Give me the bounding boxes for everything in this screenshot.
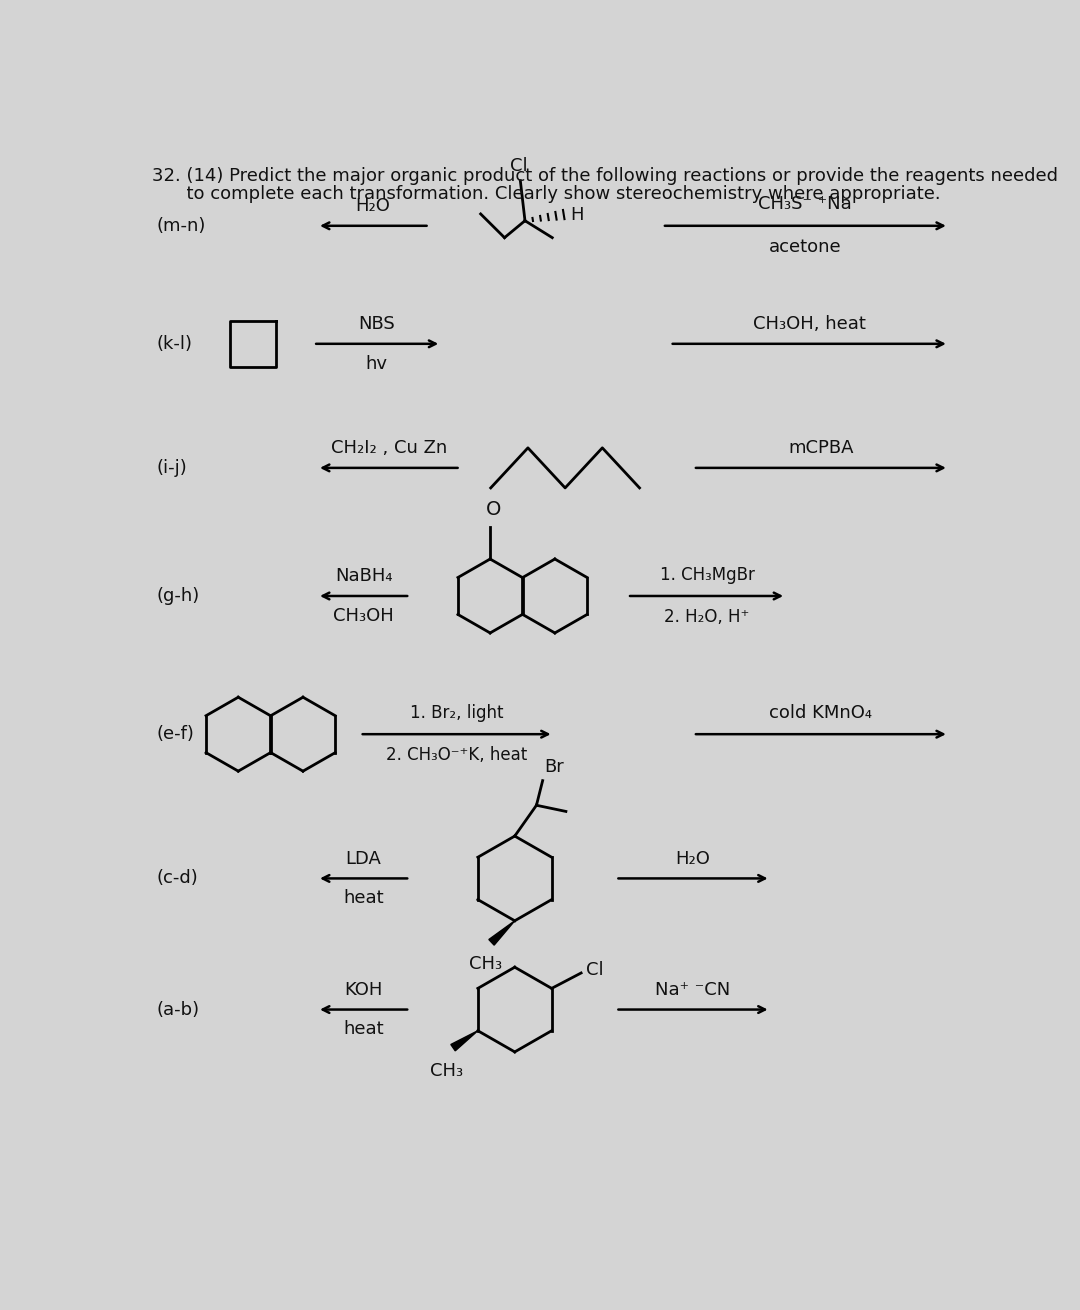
Text: (e-f): (e-f) (157, 726, 194, 743)
Text: 2. H₂O, H⁺: 2. H₂O, H⁺ (664, 608, 750, 626)
Text: 32. (14) Predict the major organic product of the following reactions or provide: 32. (14) Predict the major organic produ… (152, 168, 1058, 185)
Text: CH₃: CH₃ (469, 955, 502, 972)
Text: Br: Br (544, 758, 564, 776)
Text: 1. CH₃MgBr: 1. CH₃MgBr (660, 566, 755, 584)
Text: CH₃: CH₃ (430, 1061, 463, 1079)
Text: hv: hv (366, 355, 388, 372)
Text: (g-h): (g-h) (157, 587, 200, 605)
Text: CH₃OH, heat: CH₃OH, heat (753, 314, 866, 333)
Text: (m-n): (m-n) (157, 216, 206, 234)
Text: 2. CH₃O⁻⁺K, heat: 2. CH₃O⁻⁺K, heat (386, 747, 527, 765)
Text: heat: heat (343, 1020, 383, 1039)
Polygon shape (489, 921, 515, 945)
Text: H₂O: H₂O (676, 850, 711, 867)
Text: mCPBA: mCPBA (788, 439, 853, 457)
Text: KOH: KOH (345, 981, 382, 998)
Text: (c-d): (c-d) (157, 870, 199, 887)
Text: (a-b): (a-b) (157, 1001, 200, 1019)
Text: CH₂I₂ , Cu Zn: CH₂I₂ , Cu Zn (332, 439, 447, 457)
Text: Cl: Cl (510, 156, 528, 174)
Text: H: H (570, 206, 583, 224)
Text: heat: heat (343, 889, 383, 908)
Text: Na⁺ ⁻CN: Na⁺ ⁻CN (656, 981, 731, 998)
Text: O: O (486, 500, 501, 519)
Text: CH₃OH: CH₃OH (334, 607, 394, 625)
Text: Cl: Cl (585, 962, 604, 979)
Text: 1. Br₂, light: 1. Br₂, light (410, 703, 503, 722)
Text: acetone: acetone (769, 238, 841, 257)
Text: CH₃S⁻ ⁺Na: CH₃S⁻ ⁺Na (758, 195, 852, 214)
Text: H₂O: H₂O (355, 196, 390, 215)
Text: NaBH₄: NaBH₄ (335, 567, 392, 586)
Text: (k-l): (k-l) (157, 335, 192, 352)
Text: (i-j): (i-j) (157, 458, 188, 477)
Text: NBS: NBS (359, 314, 395, 333)
Text: cold KMnO₄: cold KMnO₄ (769, 703, 873, 722)
Polygon shape (450, 1031, 477, 1051)
Text: LDA: LDA (346, 850, 381, 867)
Text: to complete each transformation. Clearly show stereochemistry where appropriate.: to complete each transformation. Clearly… (152, 186, 941, 203)
